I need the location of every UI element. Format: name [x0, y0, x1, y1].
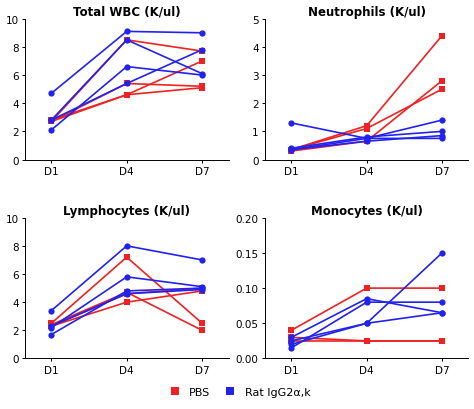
Legend: PBS, Rat IgG2α,k: PBS, Rat IgG2α,k: [159, 382, 315, 401]
Title: Lymphocytes (K/ul): Lymphocytes (K/ul): [63, 204, 190, 217]
Title: Monocytes (K/ul): Monocytes (K/ul): [311, 204, 423, 217]
Title: Neutrophils (K/ul): Neutrophils (K/ul): [308, 6, 426, 18]
Title: Total WBC (K/ul): Total WBC (K/ul): [73, 6, 181, 18]
